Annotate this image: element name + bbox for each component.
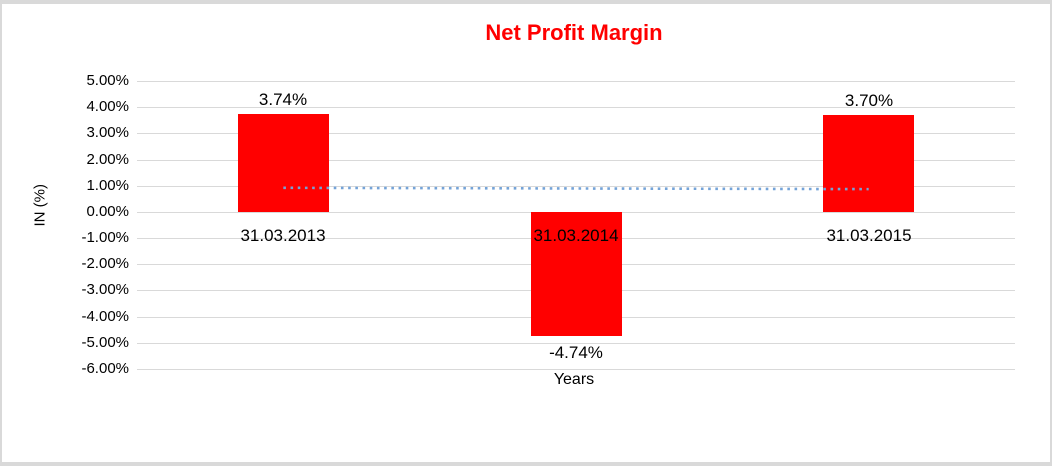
y-tick-label: -3.00% [81, 281, 129, 298]
gridline [137, 343, 1015, 344]
y-tick-label: 4.00% [86, 98, 129, 115]
gridline [137, 369, 1015, 370]
gridline [137, 186, 1015, 187]
y-tick-label: -6.00% [81, 360, 129, 377]
bar-31.03.2014 [531, 212, 622, 336]
y-tick-label: -1.00% [81, 229, 129, 246]
y-tick-label: 3.00% [86, 124, 129, 141]
y-tick-label: 2.00% [86, 151, 129, 168]
y-tick-label: -2.00% [81, 255, 129, 272]
bar-31.03.2015 [823, 115, 914, 212]
gridline [137, 107, 1015, 108]
data-label: 3.70% [844, 91, 894, 110]
category-label: 31.03.2013 [240, 226, 326, 245]
gridline [137, 160, 1015, 161]
category-label: 31.03.2014 [533, 226, 619, 245]
data-label: -4.74% [549, 343, 603, 362]
gridline [137, 133, 1015, 134]
data-label: 3.74% [258, 90, 308, 109]
y-tick-label: 5.00% [86, 72, 129, 89]
bar-31.03.2013 [238, 114, 329, 212]
y-tick-label: -4.00% [81, 308, 129, 325]
category-label: 31.03.2015 [826, 226, 912, 245]
chart-title: Net Profit Margin [485, 20, 663, 45]
y-tick-label: 1.00% [86, 177, 129, 194]
gridline [137, 81, 1015, 82]
x-axis-title: Years [553, 371, 595, 388]
y-tick-label: -5.00% [81, 334, 129, 351]
y-tick-label: 0.00% [86, 203, 129, 220]
